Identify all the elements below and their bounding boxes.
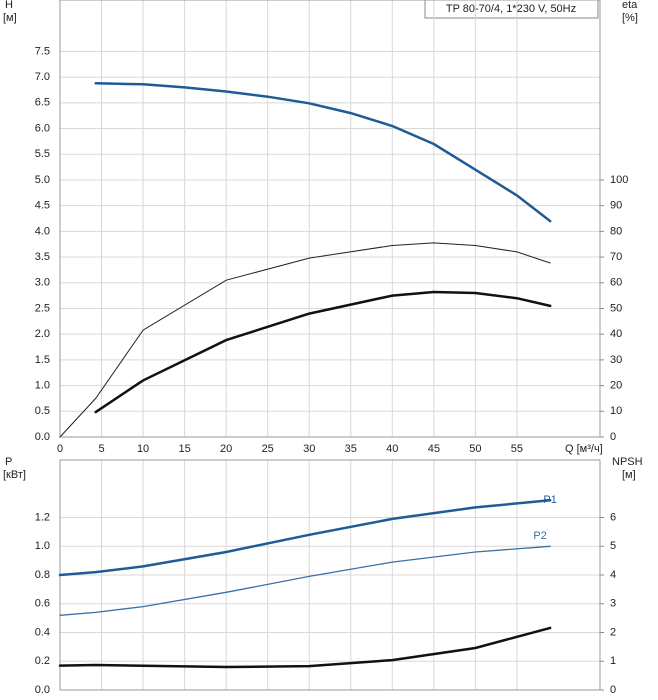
y-tick-label: 5.0: [35, 174, 50, 186]
curve: [58, 499, 552, 577]
curve: [94, 82, 552, 223]
x-tick-label: 50: [469, 443, 481, 455]
series-label: P2: [533, 530, 546, 542]
y-tick-label: 5.5: [35, 148, 50, 160]
y2-tick-label: 4: [610, 569, 616, 581]
y-tick-label: 0.0: [35, 684, 50, 696]
y2-tick-label: 50: [610, 302, 622, 314]
x-tick-label: 35: [345, 443, 357, 455]
x-tick-label: 0: [57, 443, 63, 455]
y-tick-label: 7.0: [35, 71, 50, 83]
curve: [58, 626, 552, 669]
y-tick-label: 6.0: [35, 122, 50, 134]
curve: [94, 290, 552, 414]
y-tick-label: 0.5: [35, 405, 50, 417]
y-tick-label: 0.4: [35, 626, 50, 638]
curve: [59, 242, 551, 438]
y2-axis-label: NPSH: [612, 456, 643, 468]
y-tick-label: 1.0: [35, 540, 50, 552]
y2-tick-label: 20: [610, 379, 622, 391]
y-axis-unit: [кВт]: [3, 469, 26, 481]
y2-tick-label: 100: [610, 174, 628, 186]
y-tick-label: 3.5: [35, 251, 50, 263]
y2-tick-label: 90: [610, 200, 622, 212]
series-label: P1: [543, 494, 556, 506]
y2-tick-label: 6: [610, 511, 616, 523]
y2-tick-label: 5: [610, 540, 616, 552]
y2-tick-label: 10: [610, 405, 622, 417]
y-tick-label: 0.8: [35, 569, 50, 581]
y2-tick-label: 0: [610, 431, 616, 443]
y2-tick-label: 2: [610, 626, 616, 638]
y-tick-label: 4.0: [35, 225, 50, 237]
y-tick-label: 0.2: [35, 655, 50, 667]
y-tick-label: 7.5: [35, 45, 50, 57]
chart-title: TP 80-70/4, 1*230 V, 50Hz: [446, 3, 576, 15]
title-box: [424, 0, 599, 19]
plot-frame: [59, 0, 601, 438]
y-tick-label: 0.6: [35, 598, 50, 610]
x-tick-label: 10: [137, 443, 149, 455]
y-axis-unit: [м]: [3, 12, 17, 24]
y2-tick-label: 30: [610, 354, 622, 366]
x-tick-label: 25: [262, 443, 274, 455]
y2-tick-label: 3: [610, 598, 616, 610]
y2-tick-label: 40: [610, 328, 622, 340]
y2-tick-label: 80: [610, 225, 622, 237]
y-tick-label: 3.0: [35, 277, 50, 289]
y-axis-label: H: [5, 0, 13, 11]
y-tick-label: 0.0: [35, 431, 50, 443]
x-tick-label: 45: [428, 443, 440, 455]
x-tick-label: 40: [386, 443, 398, 455]
x-tick-label: 5: [98, 443, 104, 455]
y-tick-label: 2.5: [35, 302, 50, 314]
y-tick-label: 2.0: [35, 328, 50, 340]
y-tick-label: 1.2: [35, 511, 50, 523]
x-axis-label: Q [м³/ч]: [565, 443, 603, 455]
y-axis-label: P: [5, 456, 12, 468]
y-tick-label: 4.5: [35, 200, 50, 212]
x-tick-label: 55: [511, 443, 523, 455]
y2-axis-unit: [м]: [622, 469, 636, 481]
x-tick-label: 20: [220, 443, 232, 455]
curve: [59, 545, 551, 616]
x-tick-label: 30: [303, 443, 315, 455]
y-tick-label: 1.5: [35, 354, 50, 366]
y2-tick-label: 70: [610, 251, 622, 263]
y-tick-label: 6.5: [35, 97, 50, 109]
y2-axis-label: eta: [622, 0, 638, 11]
y2-tick-label: 0: [610, 684, 616, 696]
y2-axis-unit: [%]: [622, 12, 638, 24]
y2-tick-label: 60: [610, 277, 622, 289]
y2-tick-label: 1: [610, 655, 616, 667]
y-tick-label: 1.0: [35, 379, 50, 391]
x-tick-label: 15: [178, 443, 190, 455]
